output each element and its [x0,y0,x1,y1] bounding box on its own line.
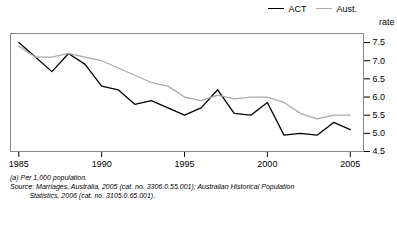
svg-text:1990: 1990 [92,159,112,169]
html-text:Aust.: Aust. [336,3,357,14]
html-text:Source: Marriages, Australia,: Source: Marriages, Australia, 2005 (cat.… [10,183,295,190]
svg-text:rate: rate [379,17,395,27]
svg-text:1985: 1985 [9,159,29,169]
svg-text:1995: 1995 [174,159,194,169]
svg-text:6.0: 6.0 [373,92,386,102]
html-text:Statistics, 2006 (cat. no. 310: Statistics, 2006 (cat. no. 3105.0.65.001… [10,192,156,199]
html-text:(a) Per 1,000 population.: (a) Per 1,000 population. [10,174,88,181]
svg-text:4.5: 4.5 [373,146,386,156]
svg-text:2005: 2005 [340,159,360,169]
svg-text:6.5: 6.5 [373,74,386,84]
svg-text:2000: 2000 [257,159,277,169]
html-text:ACT: ACT [288,3,307,14]
svg-text:5.5: 5.5 [373,110,386,120]
svg-text:7.5: 7.5 [373,37,386,47]
svg-text:5.0: 5.0 [373,128,386,138]
svg-text:7.0: 7.0 [373,56,386,66]
